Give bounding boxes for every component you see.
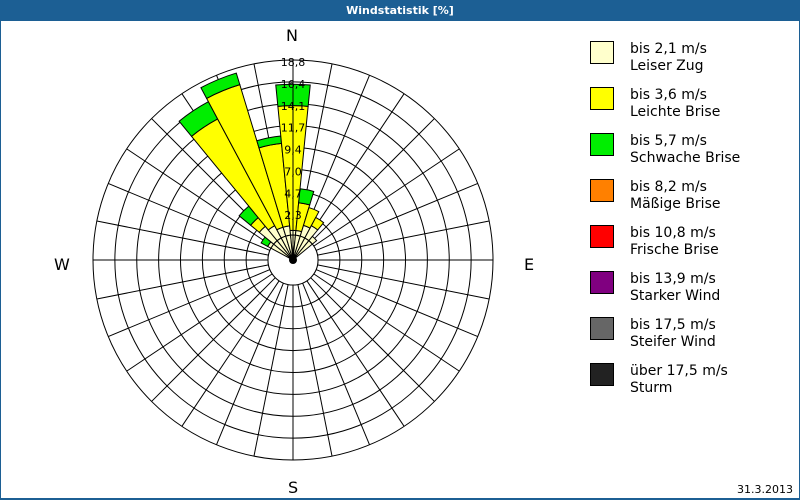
legend-range: über 17,5 m/s (630, 363, 728, 379)
legend-swatch (590, 41, 614, 64)
compass-south-label: S (288, 478, 299, 497)
legend-name: Frische Brise (630, 242, 719, 258)
wind-bar-segment (298, 188, 315, 206)
legend-item: bis 2,1 m/s Leiser Zug (590, 41, 790, 87)
legend-range: bis 2,1 m/s (630, 41, 707, 57)
legend-item: bis 5,7 m/s Schwache Brise (590, 133, 790, 179)
legend-range: bis 13,9 m/s (630, 271, 716, 287)
legend-item: bis 10,8 m/s Frische Brise (590, 225, 790, 271)
legend-swatch (590, 225, 614, 248)
radial-tick-label: 4,7 (284, 187, 302, 200)
legend-swatch (590, 271, 614, 294)
radial-tick-label: 18,8 (281, 56, 306, 69)
compass-east-label: E (524, 255, 535, 274)
legend-range: bis 5,7 m/s (630, 133, 707, 149)
legend-swatch (590, 179, 614, 202)
radial-tick-label: 16,4 (281, 78, 306, 91)
legend-range: bis 8,2 m/s (630, 179, 707, 195)
legend-item: bis 13,9 m/s Starker Wind (590, 271, 790, 317)
wind-bar-segment (200, 72, 241, 100)
chart-canvas: 2,3 4,7 7,0 9,4 11,7 14,1 16,4 18,8 N E S W bis… (1, 21, 799, 498)
legend-name: Sturm (630, 380, 673, 396)
legend-swatch (590, 133, 614, 156)
radial-tick-label: 7,0 (284, 165, 302, 178)
wind-bar-segment (310, 216, 325, 231)
legend-range: bis 10,8 m/s (630, 225, 716, 241)
wind-rose-chart: 2,3 4,7 7,0 9,4 11,7 14,1 16,4 18,8 (92, 56, 494, 461)
legend-item: bis 17,5 m/s Steifer Wind (590, 317, 790, 363)
legend-range: bis 17,5 m/s (630, 317, 716, 333)
legend-range: bis 3,6 m/s (630, 87, 707, 103)
legend-swatch (590, 317, 614, 340)
compass-north-label: N (286, 26, 298, 45)
legend-swatch (590, 87, 614, 110)
legend-name: Starker Wind (630, 288, 721, 304)
window-title: Windstatistik [%] (0, 0, 800, 21)
radial-tick-label: 9,4 (284, 144, 302, 157)
legend-item: bis 8,2 m/s Mäßige Brise (590, 179, 790, 225)
legend-name: Leiser Zug (630, 58, 704, 74)
date-label: 31.3.2013 (737, 483, 793, 496)
radial-tick-label: 14,1 (281, 100, 306, 113)
radial-tick-label: 2,3 (284, 209, 302, 222)
legend-item: über 17,5 m/s Sturm (590, 363, 790, 409)
legend-name: Steifer Wind (630, 334, 716, 350)
radial-tick-label: 11,7 (281, 122, 306, 135)
legend: bis 2,1 m/s Leiser Zug bis 3,6 m/s Leichte… (590, 41, 790, 409)
legend-item: bis 3,6 m/s Leichte Brise (590, 87, 790, 133)
compass-west-label: W (54, 255, 70, 274)
legend-swatch (590, 363, 614, 386)
legend-name: Leichte Brise (630, 104, 721, 120)
legend-name: Schwache Brise (630, 150, 741, 166)
legend-name: Mäßige Brise (630, 196, 721, 212)
